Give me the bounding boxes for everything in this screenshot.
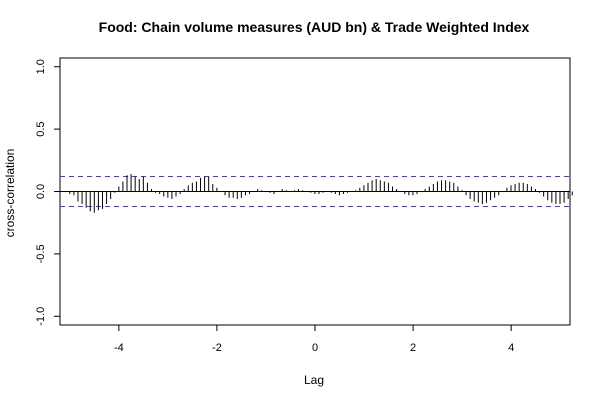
x-axis-label: Lag (304, 373, 324, 387)
x-tick-label: 4 (508, 342, 514, 354)
ccf-bars (69, 174, 573, 213)
y-tick-label: 1.0 (35, 59, 47, 74)
y-axis-label: cross-correlation (3, 149, 17, 238)
x-axis: -4 -2 0 2 4 (114, 325, 514, 354)
x-tick-label: 0 (312, 342, 318, 354)
y-tick-label: 0.5 (35, 121, 47, 136)
x-tick-label: -2 (212, 342, 222, 354)
x-tick-label: -4 (114, 342, 124, 354)
y-tick-label: -1.0 (35, 307, 47, 326)
x-tick-label: 2 (410, 342, 416, 354)
y-tick-label: -0.5 (35, 244, 47, 263)
chart-title: Food: Chain volume measures (AUD bn) & T… (99, 19, 530, 35)
y-tick-label: 0.0 (35, 184, 47, 199)
y-axis: -1.0 -0.5 0.0 0.5 1.0 (35, 59, 60, 326)
